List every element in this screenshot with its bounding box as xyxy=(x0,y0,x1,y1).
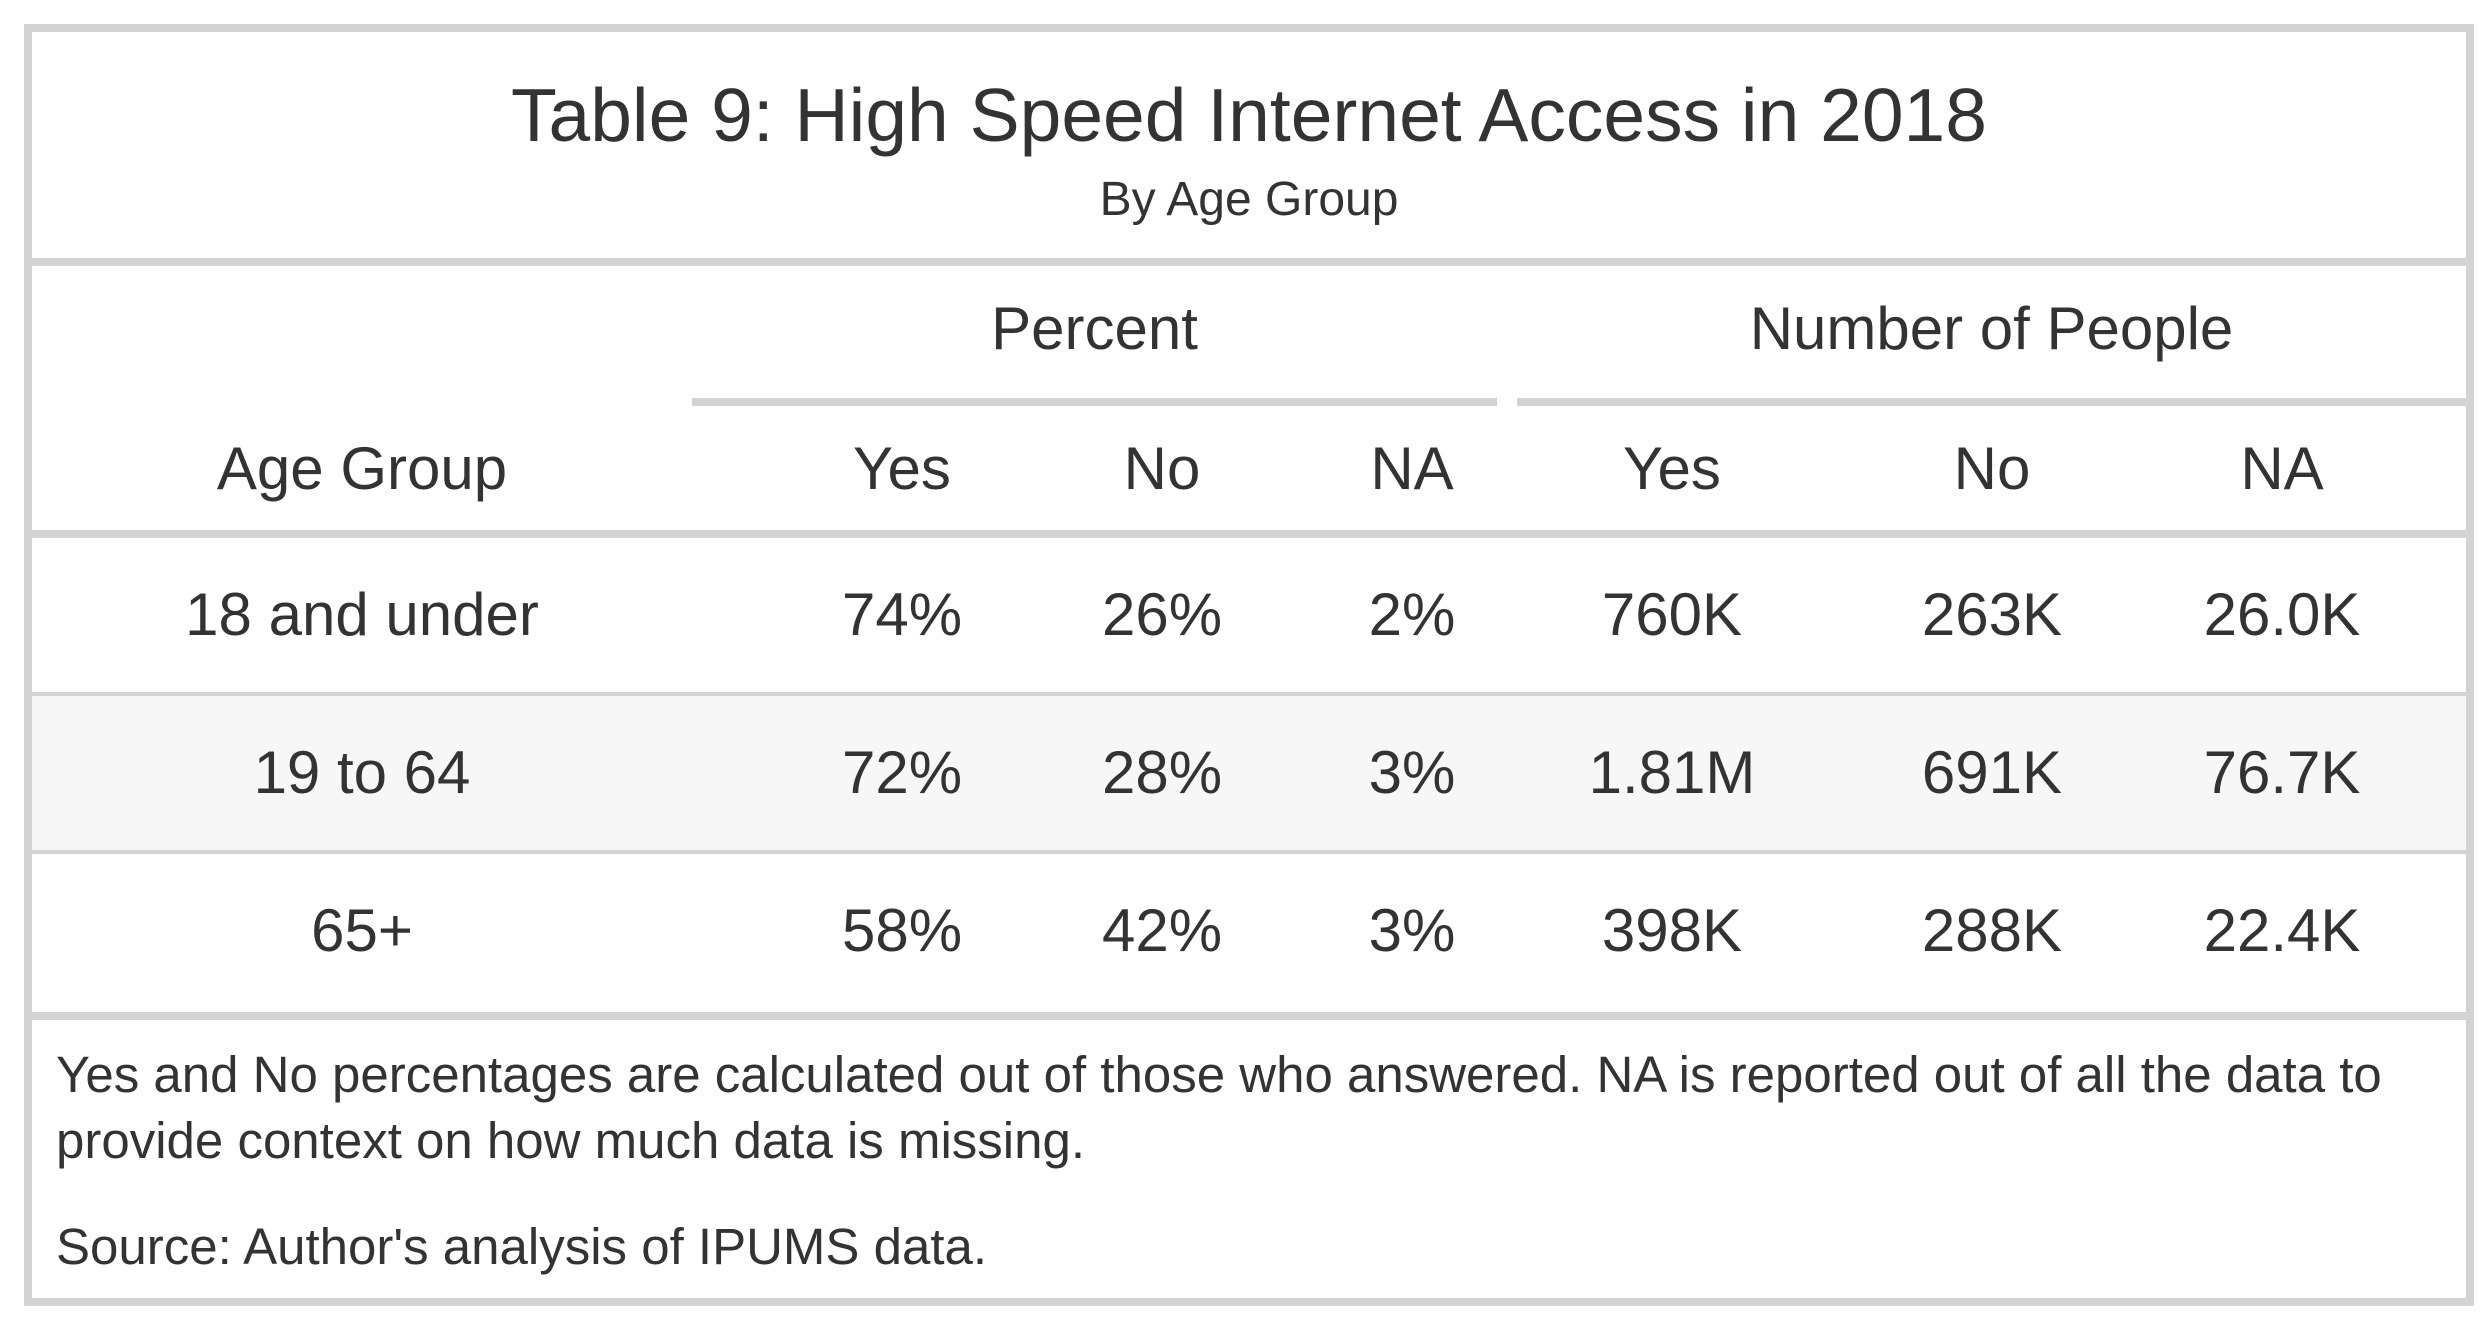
column-header-number-na: NA xyxy=(2240,435,2324,502)
cell-percent-na: 2% xyxy=(1368,581,1456,648)
column-header-number-no: No xyxy=(1953,435,2031,502)
table-row: 18 and under 74% 26% 2% 760K 263K 26.0K xyxy=(32,538,2466,692)
cell-percent-yes: 72% xyxy=(841,739,963,806)
table-container: Table 9: High Speed Internet Access in 2… xyxy=(24,24,2474,1306)
spanner-percent-label: Percent xyxy=(991,295,1198,362)
column-header-percent-na: NA xyxy=(1370,435,1454,502)
cell-percent-no: 28% xyxy=(1101,739,1223,806)
spanner-number-of-people: Number of People xyxy=(1517,266,2466,406)
column-header-percent-yes: Yes xyxy=(853,435,951,502)
table-row: 65+ 58% 42% 3% 398K 288K 22.4K xyxy=(32,850,2466,1008)
cell-number-na: 22.4K xyxy=(2203,897,2361,964)
cell-age-group: 65+ xyxy=(311,897,413,964)
cell-age-group: 18 and under xyxy=(185,581,539,648)
table-title: Table 9: High Speed Internet Access in 2… xyxy=(511,73,1987,157)
spanner-number-label: Number of People xyxy=(1749,295,2234,362)
spanner-percent-rule xyxy=(692,398,1497,406)
cell-age-group: 19 to 64 xyxy=(253,739,471,806)
table-row: 19 to 64 72% 28% 3% 1.81M 691K 76.7K xyxy=(32,692,2466,850)
table-heading: Table 9: High Speed Internet Access in 2… xyxy=(32,32,2466,266)
cell-number-na: 26.0K xyxy=(2203,581,2361,648)
table-subtitle: By Age Group xyxy=(1099,173,1399,226)
cell-percent-yes: 74% xyxy=(841,581,963,648)
cell-number-yes: 1.81M xyxy=(1588,739,1756,806)
cell-percent-no: 26% xyxy=(1101,581,1223,648)
column-header-percent-no: No xyxy=(1123,435,1201,502)
spanner-number-rule xyxy=(1517,398,2466,406)
cell-percent-no: 42% xyxy=(1101,897,1223,964)
cell-number-yes: 760K xyxy=(1601,581,1743,648)
cell-percent-yes: 58% xyxy=(841,897,963,964)
cell-number-yes: 398K xyxy=(1601,897,1743,964)
cell-percent-na: 3% xyxy=(1368,739,1456,806)
column-header-number-yes: Yes xyxy=(1623,435,1721,502)
cell-percent-na: 3% xyxy=(1368,897,1456,964)
cell-number-no: 691K xyxy=(1921,739,2063,806)
cell-number-no: 288K xyxy=(1921,897,2063,964)
column-headers: Percent Number of People Age Group Yes N… xyxy=(32,266,2466,538)
footnote-method: Yes and No percentages are calculated ou… xyxy=(56,1046,2382,1169)
table-body: 18 and under 74% 26% 2% 760K 263K 26.0K … xyxy=(32,538,2466,1020)
cell-number-no: 263K xyxy=(1921,581,2063,648)
spanner-percent: Percent xyxy=(692,266,1497,406)
column-header-age-group: Age Group xyxy=(216,435,508,502)
footnote-source: Source: Author's analysis of IPUMS data. xyxy=(56,1218,988,1275)
table-footnotes: Yes and No percentages are calculated ou… xyxy=(32,1020,2466,1298)
cell-number-na: 76.7K xyxy=(2203,739,2361,806)
